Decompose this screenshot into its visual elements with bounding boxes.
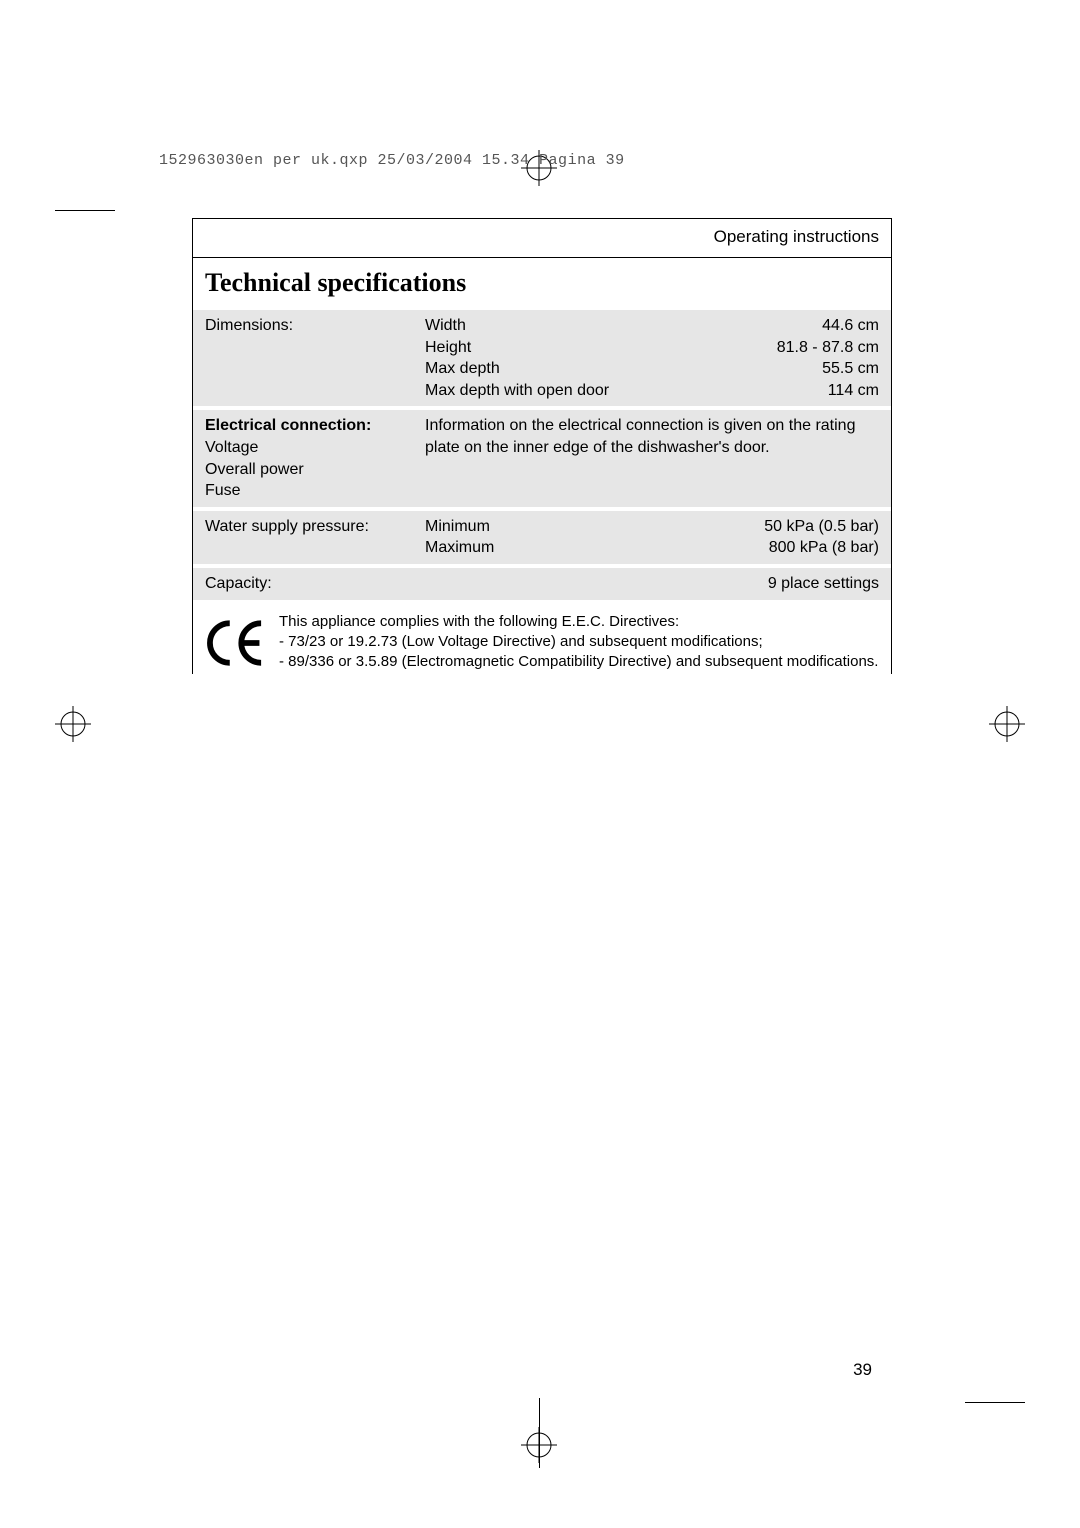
registration-mark-icon bbox=[55, 706, 91, 742]
page-section-title: Operating instructions bbox=[193, 219, 891, 258]
registration-mark-icon bbox=[989, 706, 1025, 742]
spec-value: 9 place settings bbox=[721, 568, 891, 600]
spec-param: Minimum Maximum bbox=[413, 511, 721, 564]
spec-merged-text: Information on the electrical connection… bbox=[413, 410, 891, 506]
compliance-item: 89/336 or 3.5.89 (Electromagnetic Compat… bbox=[279, 652, 878, 672]
spec-param: Width Height Max depth Max depth with op… bbox=[413, 310, 721, 406]
page-title: Technical specifications bbox=[193, 258, 891, 310]
spec-label: Capacity: bbox=[193, 568, 413, 600]
table-row: Capacity: 9 place settings bbox=[193, 568, 891, 600]
crop-mark bbox=[965, 1402, 1025, 1403]
spec-value: 44.6 cm 81.8 - 87.8 cm 55.5 cm 114 cm bbox=[721, 310, 891, 406]
compliance-item: 73/23 or 19.2.73 (Low Voltage Directive)… bbox=[279, 632, 878, 652]
spec-label: Water supply pressure: bbox=[193, 511, 413, 564]
page-frame: Operating instructions Technical specifi… bbox=[192, 218, 892, 674]
table-row: Water supply pressure: Minimum Maximum 5… bbox=[193, 511, 891, 564]
spec-label: Electrical connection: Voltage Overall p… bbox=[193, 410, 413, 506]
crop-mark bbox=[55, 210, 115, 211]
compliance-text: This appliance complies with the followi… bbox=[279, 612, 878, 674]
spec-label: Dimensions: bbox=[193, 310, 413, 406]
compliance-block: This appliance complies with the followi… bbox=[193, 600, 891, 674]
table-row: Dimensions: Width Height Max depth Max d… bbox=[193, 310, 891, 406]
spec-value: 50 kPa (0.5 bar) 800 kPa (8 bar) bbox=[721, 511, 891, 564]
print-header-line: 152963030en per uk.qxp 25/03/2004 15.34 … bbox=[159, 152, 625, 169]
ce-mark-icon bbox=[205, 612, 279, 674]
spec-param bbox=[413, 568, 721, 600]
spec-table: Dimensions: Width Height Max depth Max d… bbox=[193, 310, 891, 600]
table-row: Electrical connection: Voltage Overall p… bbox=[193, 410, 891, 506]
page-number: 39 bbox=[853, 1360, 872, 1380]
registration-mark-icon bbox=[521, 1427, 557, 1463]
